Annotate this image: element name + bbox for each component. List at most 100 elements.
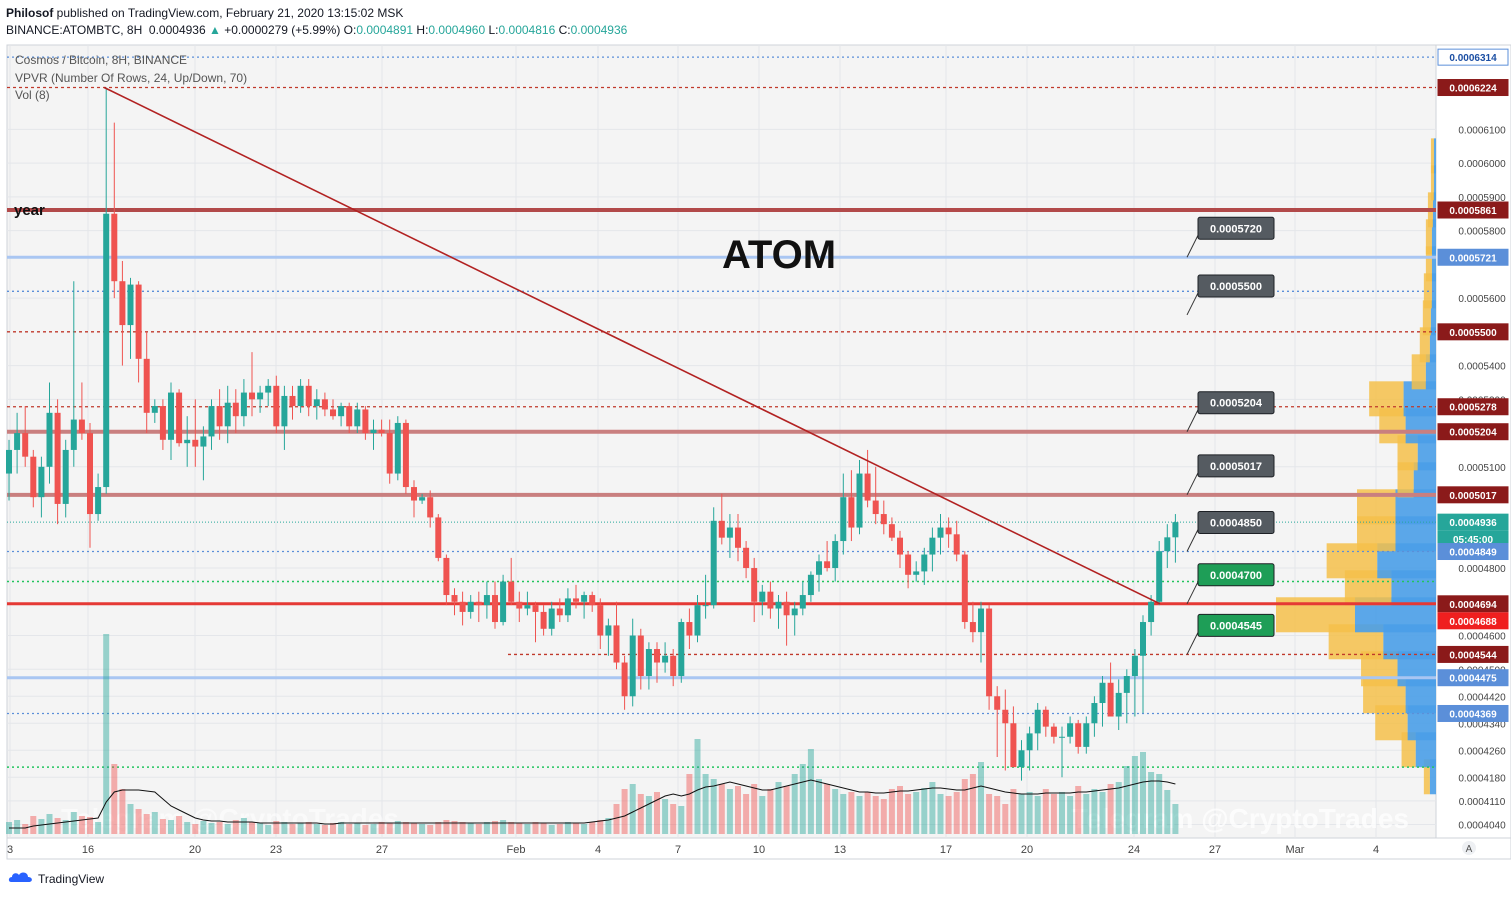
candle-body [1115, 692, 1122, 717]
candle-body [929, 537, 936, 555]
chart-legend-title[interactable]: Cosmos / Bitcoin, 8H, BINANCE [15, 53, 188, 67]
price-callout-box[interactable] [1197, 563, 1275, 587]
chart-pane [6, 44, 1437, 839]
price-badge[interactable] [1437, 486, 1509, 504]
volume-bar [305, 822, 312, 834]
price-callout-box[interactable] [1197, 216, 1275, 240]
volume-bar [702, 774, 709, 834]
change-arrow: ▲ [209, 23, 221, 37]
price-tick-label: 0.0004340 [1458, 719, 1506, 730]
price-badge[interactable] [1437, 543, 1509, 561]
candle-body [613, 625, 620, 663]
volume-bar [897, 786, 903, 834]
volume-bar [913, 792, 920, 834]
volume-bar [143, 814, 150, 834]
price-tick-label: 0.0004420 [1458, 692, 1506, 703]
volume-legend[interactable]: Vol (8) [15, 88, 50, 102]
volume-bar [168, 820, 174, 834]
price-badge[interactable] [1437, 513, 1509, 531]
price-callout-box[interactable] [1197, 391, 1275, 415]
candle-body [913, 571, 920, 575]
candle-body [151, 406, 158, 413]
price-badge[interactable] [1437, 645, 1509, 663]
candle-body [1002, 709, 1009, 724]
vpvr-bar-down [1422, 300, 1431, 336]
price-callout-text: 0.0005720 [1210, 223, 1262, 235]
candle-body [30, 456, 37, 498]
price-badge[interactable] [1437, 201, 1509, 219]
candle-body [1010, 723, 1017, 768]
volume-bar [184, 822, 191, 834]
volume-bar [297, 823, 304, 834]
price-badge[interactable] [1437, 248, 1509, 266]
price-badge[interactable] [1437, 612, 1509, 630]
author-name[interactable]: Philosof [6, 6, 54, 20]
candle-body [532, 605, 539, 612]
vpvr-bar-up [1433, 138, 1436, 174]
price-badge-text: 0.0004369 [1449, 709, 1497, 720]
candle-body [1091, 703, 1098, 724]
time-tick-label: 16 [82, 844, 94, 856]
volume-bar [694, 739, 701, 834]
watermark-right: Telegram @CryptoTrades [1071, 803, 1409, 834]
volume-bar [654, 792, 660, 834]
price-badge[interactable] [1437, 669, 1509, 687]
volume-bar [362, 825, 369, 834]
volume-bar [321, 825, 328, 834]
price-badge[interactable] [1437, 704, 1509, 722]
candle-body [459, 601, 466, 612]
candle-body [119, 281, 126, 326]
volume-bar [78, 816, 85, 834]
candle-body [159, 406, 166, 440]
auto-scale-label: A [1466, 844, 1473, 855]
price-badge[interactable] [1437, 423, 1509, 441]
volume-bar [1148, 772, 1155, 834]
candle-body [969, 622, 976, 633]
auto-scale-button[interactable] [1462, 841, 1476, 855]
volume-bar [921, 788, 928, 834]
price-callout-box[interactable] [1197, 454, 1275, 478]
tradingview-brand: TradingView [38, 871, 105, 886]
price-callout-box[interactable] [1197, 511, 1275, 535]
candle-body [670, 655, 677, 677]
volume-bar [662, 799, 669, 834]
volume-bar [394, 821, 401, 834]
price-badge-text: 0.0004849 [1449, 548, 1497, 559]
price-badge[interactable] [1437, 398, 1509, 416]
year-label: year [14, 202, 45, 219]
vpvr-legend[interactable]: VPVR (Number Of Rows, 24, Up/Down, 70) [15, 71, 248, 85]
volume-bar [678, 806, 685, 834]
candle-body [710, 520, 717, 606]
volume-bar [176, 816, 183, 834]
price-callout-box[interactable] [1197, 613, 1275, 637]
candle-body [775, 601, 782, 609]
candle-body [1018, 750, 1025, 768]
candle-body [1042, 709, 1049, 727]
candle-body [1140, 622, 1146, 656]
candle-body [1172, 522, 1179, 538]
candle-body [346, 406, 353, 427]
tradingview-footer[interactable]: TradingView [8, 870, 104, 887]
volume-bar [872, 796, 879, 834]
candle-body [589, 595, 596, 606]
high-label: H: [416, 23, 429, 37]
price-badge[interactable] [1437, 323, 1509, 341]
price-badge[interactable] [1437, 79, 1509, 97]
price-callout-box[interactable] [1197, 274, 1275, 298]
volume-bar [1075, 786, 1082, 834]
candle-body [556, 608, 563, 616]
candle-body [208, 406, 215, 437]
candle-body [1026, 733, 1033, 751]
candle-body [637, 635, 644, 677]
symbol-header: BINANCE:ATOMBTC, 8H 0.0004936 ▲ +0.00002… [6, 23, 627, 37]
volume-bar [1107, 784, 1114, 834]
volume-bar [953, 792, 960, 834]
volume-bar [159, 819, 166, 834]
price-badge-text: 0.0004694 [1449, 600, 1497, 611]
price-badge[interactable] [1437, 595, 1509, 613]
candle-body [1034, 709, 1041, 734]
price-badge-text: 0.0004688 [1449, 617, 1497, 628]
volume-bar [775, 782, 782, 834]
price-badge[interactable] [1437, 48, 1509, 66]
